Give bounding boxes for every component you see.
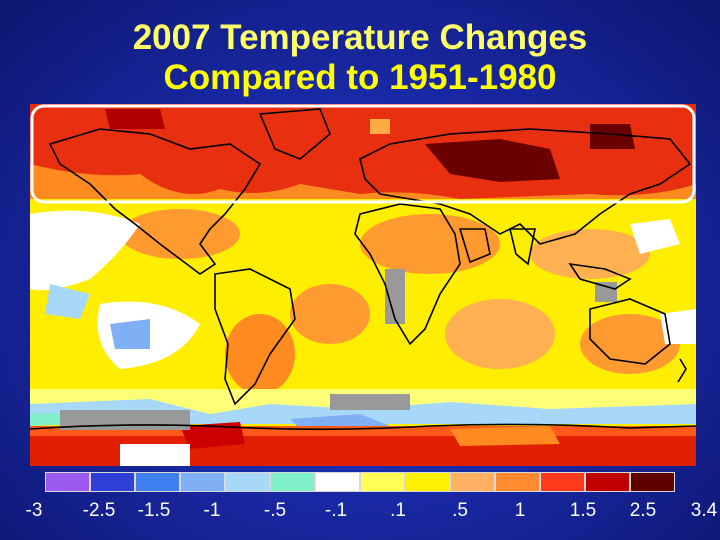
temperature-anomaly-map bbox=[30, 104, 696, 466]
legend-swatch bbox=[45, 472, 90, 492]
legend-swatch bbox=[405, 472, 450, 492]
no-data-africa bbox=[385, 269, 405, 324]
legend-swatch bbox=[135, 472, 180, 492]
legend-tick-label: 1.5 bbox=[569, 500, 597, 521]
legend-tick-label: -1 bbox=[203, 500, 221, 521]
legend-swatch bbox=[450, 472, 495, 492]
legend-tick-label: 2.5 bbox=[629, 500, 657, 521]
legend-swatch bbox=[225, 472, 270, 492]
legend-tick-label: 3.4 bbox=[690, 500, 718, 521]
legend-tick-label: .1 bbox=[390, 500, 406, 521]
slide-title-line-2: Compared to 1951-1980 bbox=[163, 58, 557, 97]
siberia-extreme-patch bbox=[425, 139, 560, 182]
legend-tick-label: 1 bbox=[514, 500, 526, 521]
legend-swatch bbox=[360, 472, 405, 492]
legend-tick-label: -.1 bbox=[324, 500, 348, 521]
legend-swatch bbox=[585, 472, 630, 492]
pacific-cool-patch bbox=[30, 210, 140, 291]
legend-swatch bbox=[270, 472, 315, 492]
legend-tick-label: -3 bbox=[25, 500, 43, 521]
legend-tick-label: -2.5 bbox=[82, 500, 116, 521]
legend-tick-label: -.5 bbox=[263, 500, 287, 521]
legend-swatch bbox=[540, 472, 585, 492]
legend-tick-label: -1.5 bbox=[137, 500, 171, 521]
slide-title-line-1: 2007 Temperature Changes bbox=[132, 18, 588, 57]
arctic-highlight-box bbox=[30, 104, 696, 204]
legend-swatch bbox=[495, 472, 540, 492]
legend-swatch bbox=[630, 472, 675, 492]
legend-swatch bbox=[90, 472, 135, 492]
legend-swatch bbox=[180, 472, 225, 492]
legend-swatch bbox=[315, 472, 360, 492]
legend-tick-label: .5 bbox=[452, 500, 468, 521]
continent-outlines bbox=[30, 108, 696, 431]
